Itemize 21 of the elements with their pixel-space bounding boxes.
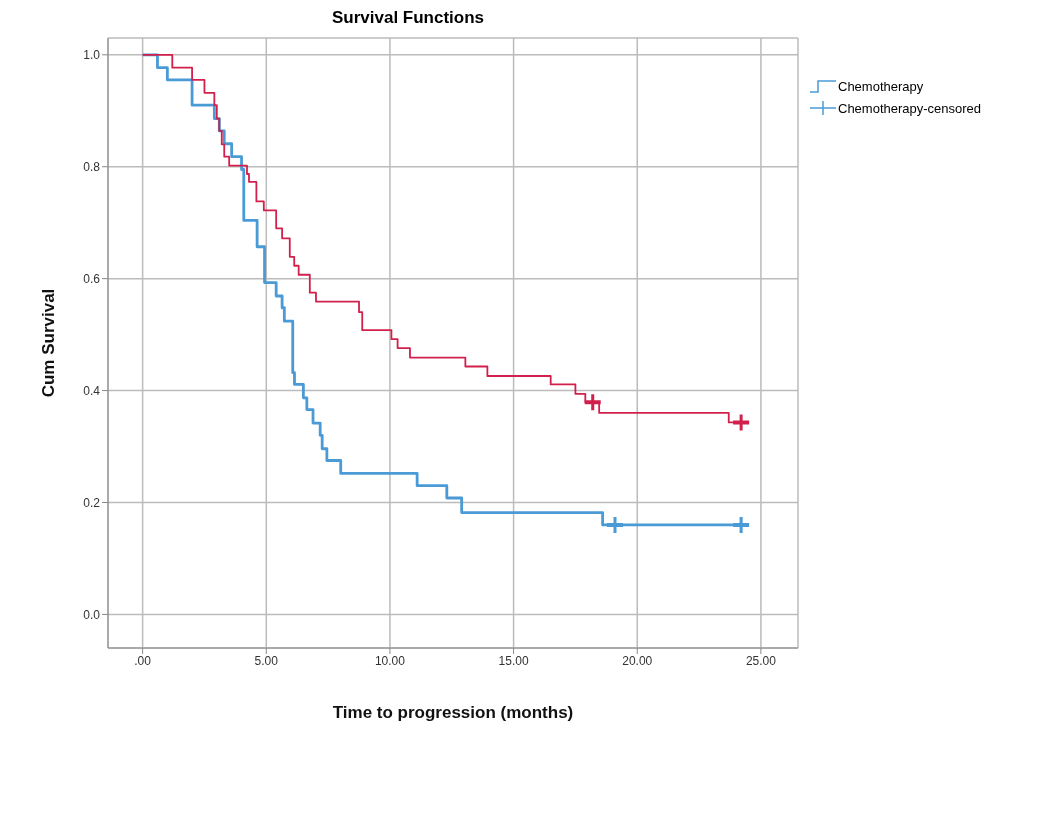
y-tick-label: 0.0 [83,607,101,622]
y-tick-label: 0.2 [83,495,101,510]
point [584,394,601,411]
x-tick-label: 5.00 [254,653,279,668]
x-tick-label: 10.00 [374,653,406,668]
x-axis-title: Time to progression (months) [332,703,574,722]
y-tick-label: 0.4 [83,383,101,398]
chart-title: Survival Functions [330,8,486,28]
y-tick-label: 0.6 [83,271,101,286]
y-tick-label: 1.0 [83,48,101,63]
x-tick-label: 25.00 [745,653,777,668]
point [733,414,750,431]
x-tick-label: 20.00 [622,653,653,668]
y-tick-label: 0.8 [83,159,101,174]
point [733,516,750,533]
legend-label: Chemotherapy [838,78,924,94]
x-tick-label: .00 [134,653,152,668]
x-tick-label: 15.00 [498,653,529,668]
y-axis-title: Cum Survival [39,288,59,398]
legend-label: Chemotherapy-censored [838,100,982,116]
point [606,516,623,533]
